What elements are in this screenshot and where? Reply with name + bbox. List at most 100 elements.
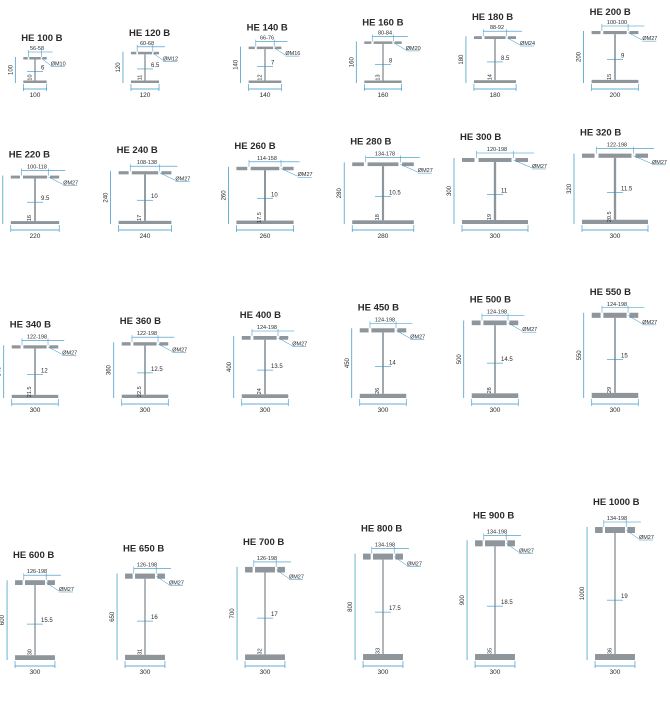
top-flange xyxy=(397,328,407,333)
web-thickness-label: 6 xyxy=(41,65,45,71)
flange-thickness-label: 28 xyxy=(487,387,493,393)
height-label: 280 xyxy=(337,188,343,199)
top-flange xyxy=(352,162,364,167)
web-thickness-label: 9 xyxy=(621,54,625,60)
height-label: 180 xyxy=(459,54,465,65)
web xyxy=(614,317,616,393)
width-label: 140 xyxy=(260,92,271,99)
bolt-leader-line xyxy=(277,337,293,346)
bottom-flange xyxy=(15,655,55,660)
bolt-label: ØM27 xyxy=(62,350,77,356)
profile-title: HE 650 B xyxy=(123,544,164,555)
web-thickness-label: 12.5 xyxy=(151,367,163,373)
gauge-label: 124-198 xyxy=(607,302,627,308)
profile-title: HE 450 B xyxy=(358,302,399,313)
bolt-label: ØM10 xyxy=(51,62,66,68)
flange-thickness-label: 33 xyxy=(375,648,381,654)
flange-thickness-label: 29 xyxy=(607,387,613,393)
height-label: 340 xyxy=(0,366,3,377)
web xyxy=(614,34,616,80)
height-label: 600 xyxy=(0,614,6,625)
width-label: 220 xyxy=(30,233,41,240)
top-flange xyxy=(462,158,475,162)
profile-he-240-b: HE 240 B 240 240 17 10 108-138 ØM27 xyxy=(104,145,191,240)
bolt-label: ØM27 xyxy=(63,181,78,187)
gauge-label: 122-198 xyxy=(137,331,157,337)
bolt-leader-line xyxy=(156,575,170,585)
gauge-label: 108-138 xyxy=(137,160,157,166)
height-label: 800 xyxy=(348,601,354,612)
bolt-label: ØM27 xyxy=(519,548,534,554)
bottom-flange xyxy=(241,394,289,398)
flange-thickness-label: 26 xyxy=(375,388,381,394)
top-flange xyxy=(275,46,282,50)
profile-title: HE 180 B xyxy=(472,12,513,23)
top-flange xyxy=(255,566,275,573)
bolt-leader-line xyxy=(627,315,643,325)
profile-title: HE 120 B xyxy=(129,28,170,39)
top-flange xyxy=(15,580,23,585)
top-flange xyxy=(359,328,369,333)
width-label: 180 xyxy=(490,92,501,99)
gauge-label: 126-198 xyxy=(137,563,157,569)
bottom-flange xyxy=(462,220,528,224)
top-flange xyxy=(161,171,172,175)
flange-thickness-label: 36 xyxy=(607,648,613,654)
web-thickness-label: 17 xyxy=(271,612,278,618)
top-flange xyxy=(135,573,155,579)
web xyxy=(614,533,616,654)
top-flange xyxy=(603,312,627,318)
web xyxy=(494,546,496,654)
bolt-label: ØM27 xyxy=(175,176,190,182)
profile-he-600-b: HE 600 B 300 600 30 15.5 126-198 ØM27 xyxy=(0,550,74,676)
gauge-label: 124-198 xyxy=(487,310,507,316)
top-flange xyxy=(373,41,393,44)
bottom-flange xyxy=(23,80,47,83)
web-thickness-label: 12 xyxy=(41,368,48,374)
height-label: 240 xyxy=(104,192,110,203)
flange-thickness-label: 20.5 xyxy=(607,211,613,222)
profile-he-320-b: HE 320 B 300 320 20.5 11.5 122-198 ØM27 xyxy=(567,128,667,240)
bolt-leader-line xyxy=(506,37,521,46)
top-flange xyxy=(402,162,414,167)
height-label: 120 xyxy=(116,62,122,73)
top-flange xyxy=(253,336,277,340)
width-label: 300 xyxy=(378,669,389,676)
height-label: 160 xyxy=(349,57,355,68)
top-flange xyxy=(42,57,47,60)
bottom-flange xyxy=(591,392,639,398)
web xyxy=(263,170,267,221)
top-flange xyxy=(475,540,483,547)
bottom-flange xyxy=(236,220,294,224)
top-flange xyxy=(159,342,169,346)
flange-thickness-label: 31 xyxy=(137,649,143,655)
gauge-label: 60-68 xyxy=(140,41,154,47)
top-flange xyxy=(485,540,505,547)
flange-thickness-label: 12 xyxy=(257,74,263,80)
web-thickness-label: 8.5 xyxy=(501,56,510,62)
bottom-flange xyxy=(121,394,169,398)
web xyxy=(494,325,496,394)
top-flange xyxy=(125,573,133,579)
width-label: 200 xyxy=(610,92,621,99)
profile-title: HE 600 B xyxy=(13,550,54,561)
bolt-leader-line xyxy=(274,47,286,56)
bolt-label: ØM27 xyxy=(532,164,547,170)
flange-thickness-label: 19 xyxy=(487,214,493,220)
bottom-flange xyxy=(130,80,160,83)
width-label: 240 xyxy=(140,233,151,240)
width-label: 120 xyxy=(140,92,151,99)
bottom-flange xyxy=(591,79,639,83)
gauge-label: 120-198 xyxy=(487,147,507,153)
top-flange xyxy=(508,36,517,40)
bolt-leader-line xyxy=(41,58,51,66)
profile-he-800-b: HE 800 B 300 800 33 17.5 134-198 ØM27 xyxy=(348,524,422,676)
top-flange xyxy=(364,41,372,44)
flange-thickness-label: 17.5 xyxy=(257,212,263,223)
bolt-label: ØM12 xyxy=(163,56,178,62)
height-label: 650 xyxy=(110,611,116,622)
top-flange xyxy=(478,158,512,162)
bottom-flange xyxy=(475,654,515,660)
bolt-label: ØM27 xyxy=(59,587,74,593)
